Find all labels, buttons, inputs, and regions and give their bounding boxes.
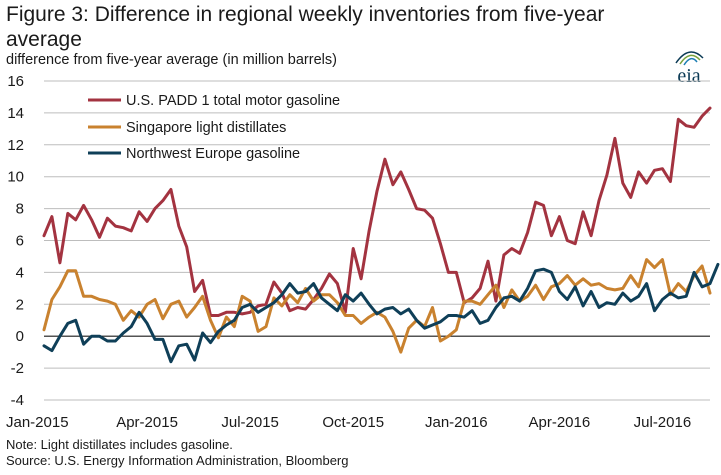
chart-source: Source: U.S. Energy Information Administ… (6, 453, 349, 468)
y-tick-label: 4 (16, 264, 24, 281)
y-tick-label: 6 (16, 233, 24, 250)
legend-label: Northwest Europe gasoline (126, 146, 300, 162)
logo-rays-icon (675, 51, 704, 66)
x-tick-label: Apr-2015 (116, 414, 178, 431)
x-axis-ticks: Jan-2015 Apr-2015 Jul-2015 Oct-2015 Jan-2016… (6, 414, 691, 431)
y-axis-ticks: -4 -2 0 2 4 6 8 10 12 14 16 (7, 73, 24, 409)
x-tick-label: Jul-2016 (634, 414, 692, 431)
y-tick-label: 14 (7, 105, 24, 122)
y-tick-label: 16 (7, 73, 24, 90)
x-tick-label: Jan-2016 (425, 414, 488, 431)
logo-text: eia (677, 65, 700, 84)
y-tick-label: -4 (11, 392, 24, 409)
series-lines (42, 106, 720, 364)
y-tick-label: 8 (16, 201, 24, 218)
chart-note: Note: Light distillates includes gasolin… (6, 437, 233, 452)
y-tick-label: 12 (7, 137, 24, 154)
x-tick-label: Jan-2015 (6, 414, 69, 431)
series-line-1 (42, 106, 712, 317)
series-line-2 (42, 258, 712, 354)
y-tick-label: -2 (11, 360, 24, 377)
y-tick-label: 10 (7, 169, 24, 186)
x-tick-label: Oct-2015 (322, 414, 384, 431)
eia-logo: eia (675, 51, 704, 84)
chart-title: Figure 3: Difference in regional weekly … (6, 3, 605, 51)
y-tick-label: 0 (16, 328, 24, 345)
legend-label: U.S. PADD 1 total motor gasoline (126, 93, 340, 109)
legend-label: Singapore light distillates (126, 120, 286, 136)
x-tick-label: Jul-2015 (221, 414, 279, 431)
legend: U.S. PADD 1 total motor gasoline Singapor… (88, 93, 340, 162)
y-tick-label: 2 (16, 296, 24, 313)
x-tick-label: Apr-2016 (528, 414, 590, 431)
chart-subtitle: difference from five-year average (in mi… (6, 52, 337, 68)
series-line-3 (42, 262, 720, 364)
